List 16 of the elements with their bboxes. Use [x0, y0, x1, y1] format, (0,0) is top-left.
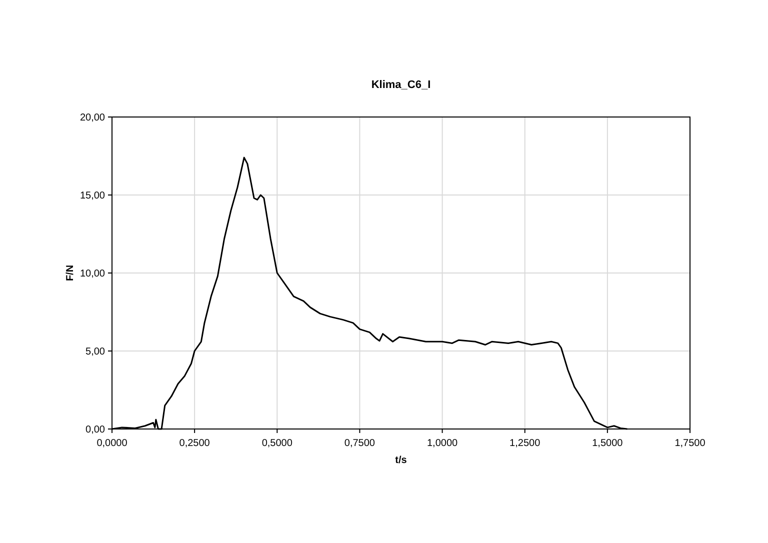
x-tick-label: 0,0000: [96, 438, 128, 449]
y-tick-label: 5,00: [86, 346, 106, 358]
chart-title: Klima_C6_I: [371, 79, 431, 91]
x-tick-label: 1,7500: [674, 438, 706, 449]
y-tick-label: 10,00: [80, 268, 106, 280]
x-axis-title: t/s: [395, 455, 408, 466]
x-tick-label: 1,0000: [426, 438, 458, 449]
x-tick-label: 0,2500: [179, 438, 210, 449]
y-axis-title: F/N: [65, 264, 76, 282]
y-tick-label: 15,00: [80, 190, 106, 202]
x-tick-label: 0,7500: [344, 438, 376, 449]
x-tick-label: 0,5000: [262, 438, 293, 449]
y-tick-label: 20,00: [80, 112, 106, 124]
y-tick-label: 0,00: [86, 424, 106, 436]
x-tick-label: 1,2500: [510, 438, 541, 449]
x-tick-label: 1,5000: [592, 438, 624, 449]
